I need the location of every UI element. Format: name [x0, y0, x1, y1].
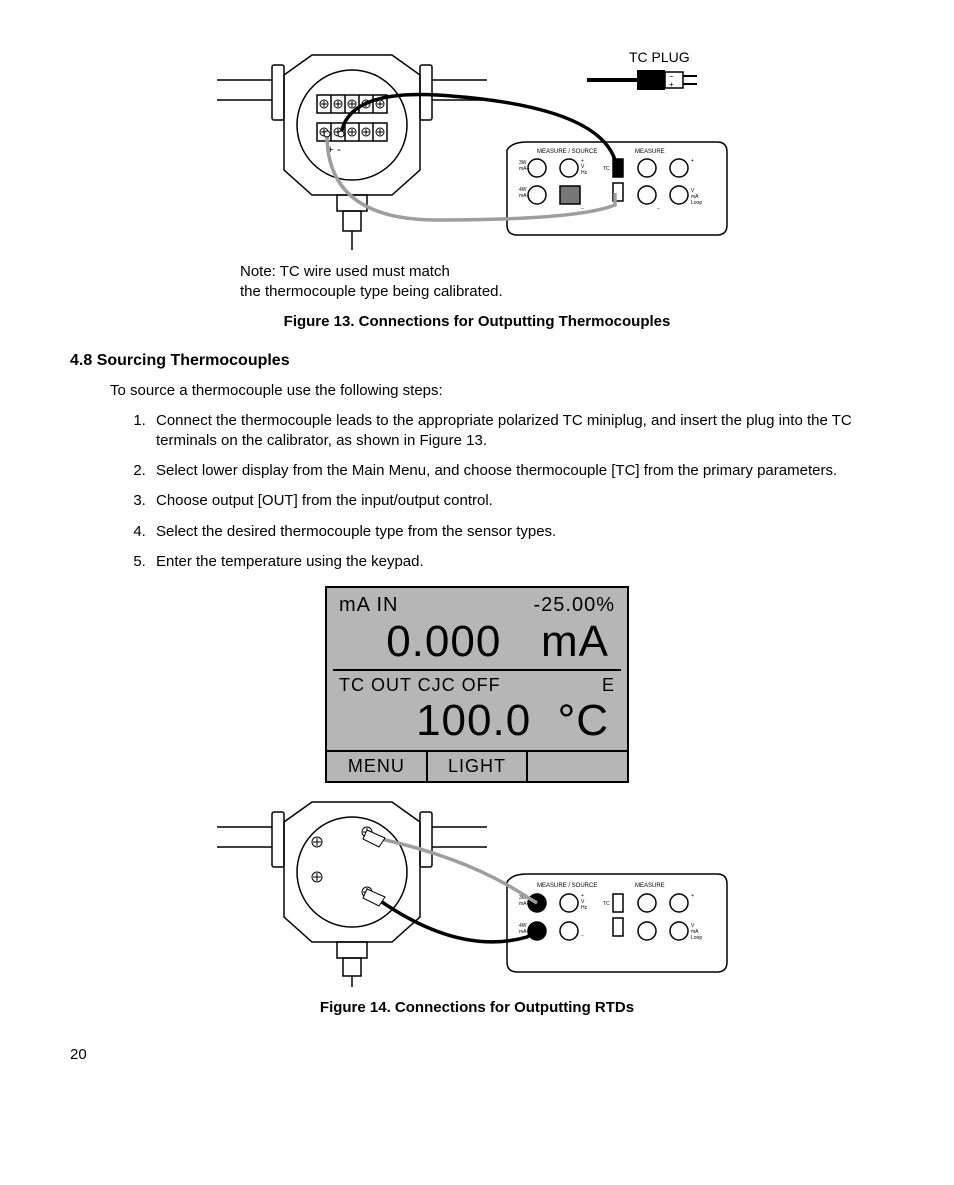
svg-text:−: −: [581, 933, 584, 939]
lcd-big1-val: 0.000: [386, 617, 501, 666]
steps-list: Connect the thermocouple leads to the ap…: [110, 411, 884, 573]
step-4: Select the desired thermocouple type fro…: [150, 522, 884, 542]
panel-right-title: MEASURE: [635, 149, 665, 155]
lcd-display: mA IN -25.00% 0.000 mA TC OUT CJC OFF E …: [325, 586, 629, 783]
svg-text:+: +: [691, 158, 694, 164]
figure-14-diagram: MEASURE / SOURCE MEASURE 3WmA+ +VHz 4WmA…: [70, 797, 884, 991]
lcd-row1-right: -25.00%: [534, 594, 616, 617]
svg-text:mA+: mA+: [519, 166, 530, 172]
lcd-row1-left: mA IN: [339, 594, 398, 617]
svg-text:Loop: Loop: [691, 200, 702, 206]
panel-right-title-14: MEASURE: [635, 883, 665, 889]
svg-text:Hz: Hz: [581, 905, 588, 911]
tc-plug-label: TC PLUG: [629, 50, 690, 65]
device-minus: -: [337, 144, 341, 156]
lcd-menu-3: [528, 752, 627, 781]
figure-14-caption: Figure 14. Connections for Outputting RT…: [70, 999, 884, 1016]
step-2: Select lower display from the Main Menu,…: [150, 461, 884, 481]
note-line-1: Note: TC wire used must match: [240, 263, 450, 280]
figure-13-svg: + - MEASURE / SOURCE MEASURE 3WmA+ +VHz …: [217, 50, 737, 250]
step-1: Connect the thermocouple leads to the ap…: [150, 411, 884, 452]
lcd-row2-left: TC OUT CJC OFF: [339, 675, 501, 696]
section-intro: To source a thermocouple use the followi…: [110, 382, 884, 399]
panel-left-title: MEASURE / SOURCE: [537, 149, 597, 155]
svg-text:TC: TC: [603, 901, 610, 907]
panel-left-title-14: MEASURE / SOURCE: [537, 883, 597, 889]
svg-text:+: +: [691, 893, 694, 899]
svg-text:−: −: [657, 206, 660, 212]
section-heading: 4.8 Sourcing Thermocouples: [70, 352, 884, 370]
lcd-menu-2: LIGHT: [428, 752, 529, 781]
svg-text:mA−: mA−: [519, 193, 530, 199]
svg-text:Loop: Loop: [691, 935, 702, 941]
lcd-menu-1: MENU: [327, 752, 428, 781]
figure-13-caption: Figure 13. Connections for Outputting Th…: [70, 313, 884, 330]
svg-text:mA+: mA+: [519, 901, 530, 907]
lcd-big2-unit: °C: [558, 696, 609, 745]
tc-plug-icon: − +: [587, 70, 697, 90]
step-5: Enter the temperature using the keypad.: [150, 552, 884, 572]
svg-text:+: +: [669, 80, 674, 89]
svg-text:Hz: Hz: [581, 170, 588, 176]
lcd-big1-unit: mA: [541, 617, 609, 666]
figure-13-note: Note: TC wire used must match the thermo…: [240, 262, 884, 303]
lcd-row2-right: E: [602, 675, 615, 696]
page-number: 20: [70, 1046, 87, 1063]
svg-text:TC: TC: [603, 166, 610, 172]
note-line-2: the thermocouple type being calibrated.: [240, 283, 503, 300]
svg-text:mA−: mA−: [519, 929, 530, 935]
lcd-big2-val: 100.0: [416, 696, 531, 745]
figure-13-diagram: + - MEASURE / SOURCE MEASURE 3WmA+ +VHz …: [70, 50, 884, 254]
step-3: Choose output [OUT] from the input/outpu…: [150, 491, 884, 511]
figure-14-svg: MEASURE / SOURCE MEASURE 3WmA+ +VHz 4WmA…: [217, 797, 737, 987]
